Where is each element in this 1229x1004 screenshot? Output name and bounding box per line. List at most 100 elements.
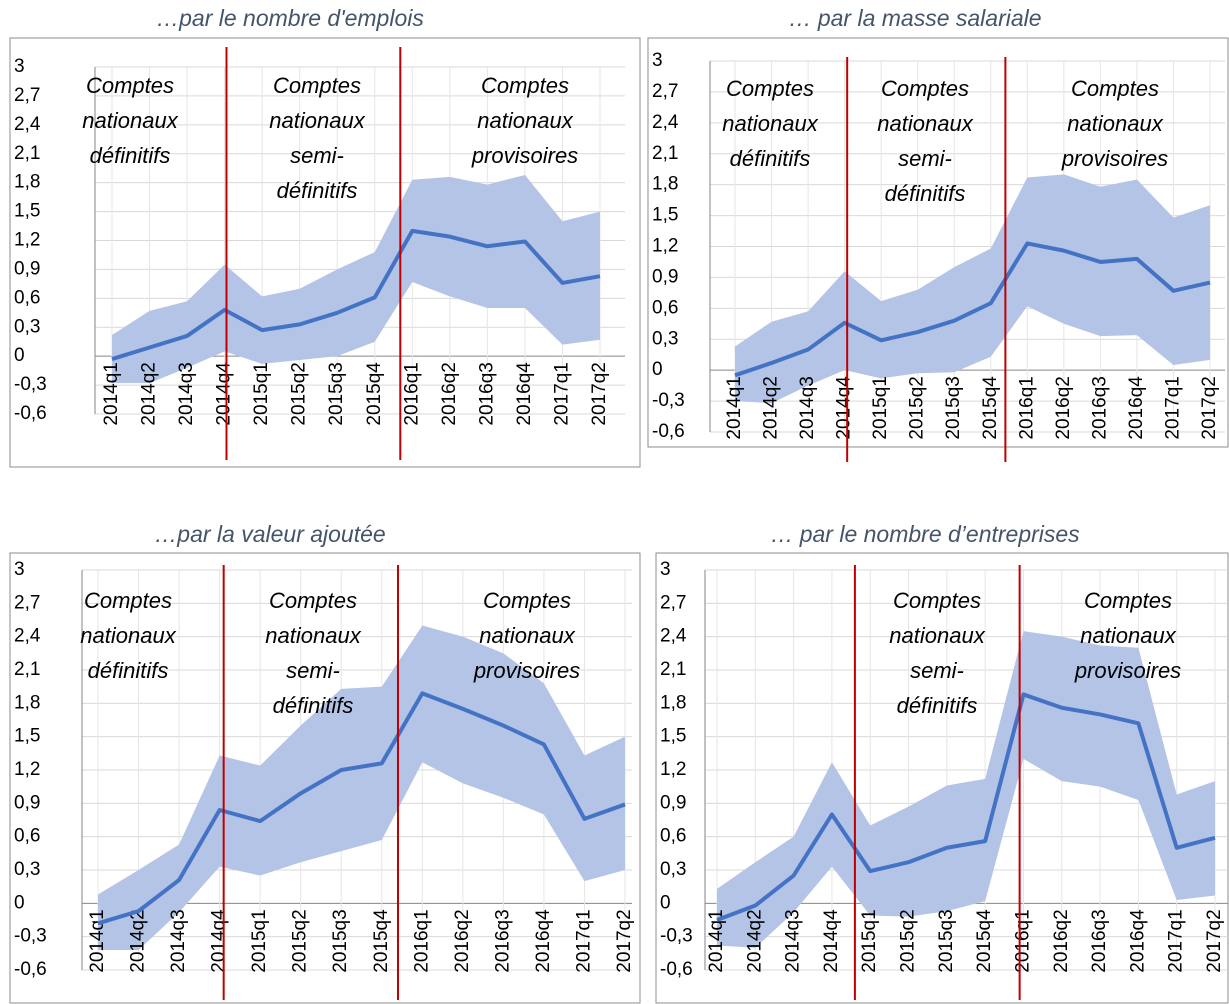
x-tick-label: 2017q2 — [1204, 909, 1225, 972]
chart-title: …par le nombre d'emplois — [156, 5, 424, 31]
y-tick-label: -0,6 — [652, 421, 685, 442]
y-tick-label: -0,3 — [652, 390, 685, 411]
x-tick-label: 2015q2 — [907, 376, 928, 439]
x-tick-label: 2015q1 — [249, 909, 270, 972]
x-tick-label: 2015q1 — [251, 362, 272, 425]
period-annotation: Comptes — [1071, 76, 1159, 101]
x-tick-label: 2017q2 — [1199, 376, 1220, 439]
y-tick-label: 0 — [14, 345, 25, 366]
panel-frame — [9, 37, 641, 468]
x-tick-label: 2014q4 — [834, 376, 855, 440]
y-tick-label: 0,6 — [660, 826, 686, 847]
panel-frame — [655, 552, 1229, 1004]
y-tick-label: 1,2 — [652, 236, 678, 257]
confidence-band — [717, 631, 1215, 948]
period-annotation: provisoires — [1074, 658, 1181, 683]
x-tick-label: 2014q1 — [706, 909, 727, 972]
period-annotation: nationaux — [82, 108, 178, 133]
x-tick-label: 2016q1 — [1016, 376, 1037, 439]
period-annotation: nationaux — [479, 623, 575, 648]
y-tick-label: 0,9 — [14, 258, 40, 279]
x-tick-label: 2016q4 — [1126, 376, 1147, 440]
x-tick-label: 2015q3 — [326, 362, 347, 425]
x-tick-label: 2015q2 — [898, 909, 919, 972]
y-tick-label: -0,3 — [660, 926, 693, 947]
period-annotation: définitifs — [277, 178, 358, 203]
y-tick-label: -0,6 — [14, 403, 47, 424]
x-tick-label: 2015q4 — [974, 909, 995, 973]
x-tick-label: 2014q2 — [761, 376, 782, 439]
x-tick-label: 2015q3 — [330, 909, 351, 972]
x-tick-label: 2014q1 — [101, 362, 122, 425]
x-tick-label: 2014q1 — [87, 909, 108, 972]
y-tick-label: 0,6 — [14, 287, 40, 308]
y-tick-label: 0 — [660, 892, 671, 913]
period-annotation: Comptes — [1084, 588, 1172, 613]
y-tick-label: 2,1 — [14, 659, 40, 680]
y-tick-label: 2,4 — [14, 626, 41, 647]
x-tick-label: 2014q3 — [176, 362, 197, 425]
period-annotation: Comptes — [481, 73, 569, 98]
x-tick-label: 2015q4 — [364, 362, 385, 426]
x-tick-label: 2015q4 — [371, 909, 392, 973]
x-tick-label: 2017q2 — [614, 909, 635, 972]
period-annotation: semi- — [910, 658, 964, 683]
y-tick-label: -0,6 — [660, 959, 693, 980]
y-tick-label: 1,5 — [652, 205, 678, 226]
period-annotation: Comptes — [726, 76, 814, 101]
period-annotation: définitifs — [730, 146, 811, 171]
x-tick-label: 2015q1 — [859, 909, 880, 972]
period-annotation: nationaux — [269, 108, 365, 133]
y-tick-label: -0,3 — [14, 374, 47, 395]
period-annotation: Comptes — [893, 588, 981, 613]
x-tick-label: 2016q2 — [1053, 376, 1074, 439]
series-line — [111, 228, 601, 361]
x-tick-label: 2014q2 — [128, 909, 149, 972]
y-tick-label: 0 — [14, 892, 25, 913]
y-tick-label: 2,7 — [14, 592, 40, 613]
x-tick-label: 2016q2 — [1051, 909, 1072, 972]
chart-title: … par le nombre d’entreprises — [770, 521, 1080, 547]
period-annotation: nationaux — [722, 111, 818, 136]
y-tick-label: 2,7 — [652, 81, 678, 102]
x-tick-label: 2014q1 — [724, 376, 745, 439]
x-tick-label: 2016q1 — [1012, 909, 1033, 972]
x-tick-label: 2015q2 — [289, 362, 310, 425]
confidence-band — [735, 174, 1210, 404]
period-annotation: nationaux — [889, 623, 985, 648]
y-tick-label: 1,2 — [14, 759, 40, 780]
x-tick-label: 2015q2 — [290, 909, 311, 972]
period-annotation: définitifs — [88, 658, 169, 683]
period-annotation: Comptes — [483, 588, 571, 613]
x-tick-label: 2017q1 — [1166, 909, 1187, 972]
y-tick-label: 1,8 — [14, 692, 40, 713]
period-annotation: Comptes — [84, 588, 172, 613]
x-tick-label: 2016q4 — [1127, 909, 1148, 973]
x-tick-label: 2014q3 — [783, 909, 804, 972]
y-tick-label: 2,1 — [652, 143, 678, 164]
x-tick-label: 2014q4 — [214, 362, 235, 426]
x-tick-label: 2014q2 — [139, 362, 160, 425]
y-tick-label: 1,8 — [14, 172, 40, 193]
y-tick-label: 3 — [14, 56, 25, 77]
chart-title: … par la masse salariale — [788, 5, 1041, 31]
y-tick-label: 2,4 — [652, 112, 679, 133]
x-tick-label: 2017q2 — [589, 362, 610, 425]
y-tick-label: 3 — [652, 50, 663, 71]
period-annotation: Comptes — [86, 73, 174, 98]
y-tick-label: 2,4 — [14, 114, 41, 135]
series-line — [734, 241, 1211, 378]
period-annotation: définitifs — [273, 693, 354, 718]
y-tick-label: -0,3 — [14, 926, 47, 947]
x-tick-label: 2016q3 — [492, 909, 513, 972]
y-tick-label: 2,1 — [660, 659, 686, 680]
series-line — [716, 692, 1216, 922]
y-tick-label: 0,3 — [14, 859, 40, 880]
period-annotation: définitifs — [885, 181, 966, 206]
y-tick-label: 1,5 — [660, 726, 686, 747]
period-annotation: provisoires — [1061, 146, 1168, 171]
y-tick-label: 1,5 — [14, 201, 40, 222]
y-tick-label: 1,2 — [14, 230, 40, 251]
x-tick-label: 2014q4 — [209, 909, 230, 973]
period-annotation: Comptes — [269, 588, 357, 613]
